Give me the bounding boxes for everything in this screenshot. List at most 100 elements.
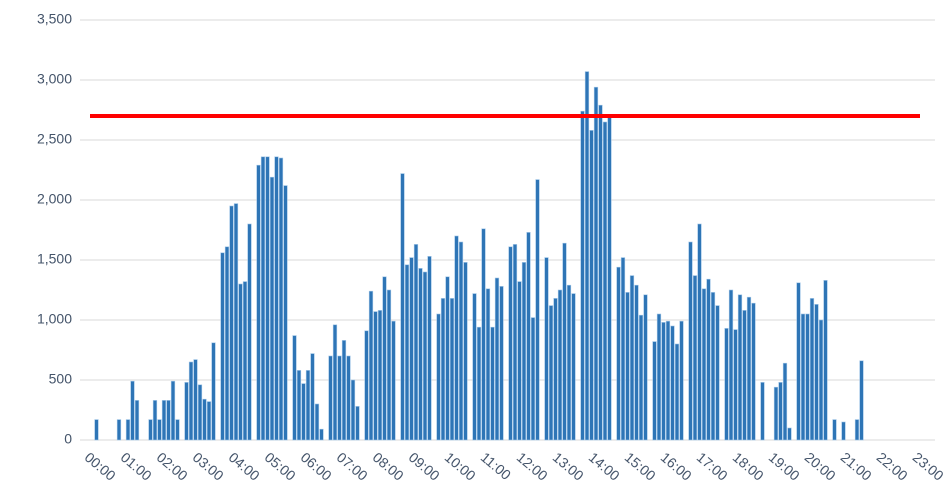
bar bbox=[242, 281, 248, 441]
bar bbox=[490, 326, 495, 441]
y-tick-label: 500 bbox=[49, 371, 73, 387]
bar bbox=[350, 379, 356, 441]
bar bbox=[706, 278, 711, 441]
x-tick-label: 19:00 bbox=[766, 449, 803, 484]
bar bbox=[436, 313, 441, 441]
bar bbox=[368, 290, 374, 441]
bar bbox=[562, 242, 567, 441]
bar bbox=[485, 288, 491, 441]
bar bbox=[670, 325, 675, 441]
x-tick-label: 00:00 bbox=[82, 449, 119, 484]
bar bbox=[422, 271, 428, 441]
bar bbox=[584, 71, 590, 441]
bar bbox=[274, 156, 279, 441]
bar bbox=[148, 419, 153, 441]
x-tick-label: 06:00 bbox=[298, 449, 335, 484]
bar bbox=[364, 330, 369, 441]
bar bbox=[638, 314, 644, 441]
y-tick-label: 3,000 bbox=[37, 71, 72, 87]
bar bbox=[260, 156, 266, 441]
bar bbox=[859, 360, 864, 441]
bar bbox=[652, 341, 657, 441]
bar bbox=[818, 319, 824, 441]
bar bbox=[314, 403, 320, 441]
x-tick-label: 14:00 bbox=[586, 449, 623, 484]
bar bbox=[449, 298, 455, 441]
bar bbox=[382, 276, 387, 441]
bar bbox=[458, 241, 464, 441]
bar bbox=[278, 157, 284, 441]
bar bbox=[598, 104, 603, 441]
bar bbox=[481, 228, 486, 441]
bar bbox=[692, 275, 698, 441]
bar bbox=[665, 320, 671, 441]
bar bbox=[517, 281, 522, 441]
bar bbox=[701, 288, 707, 441]
bar bbox=[773, 386, 779, 441]
x-tick-label: 18:00 bbox=[730, 449, 767, 484]
x-tick-label: 07:00 bbox=[334, 449, 371, 484]
bar bbox=[197, 384, 203, 441]
bar bbox=[400, 173, 405, 441]
bar bbox=[571, 293, 576, 441]
bar bbox=[202, 398, 207, 441]
x-tick-label: 05:00 bbox=[262, 449, 299, 484]
bar bbox=[454, 235, 459, 441]
bar bbox=[526, 232, 531, 441]
bar bbox=[530, 317, 536, 441]
bar bbox=[94, 419, 99, 441]
bar bbox=[301, 383, 306, 441]
bar bbox=[296, 370, 302, 441]
bar bbox=[814, 304, 819, 441]
x-tick-label: 17:00 bbox=[694, 449, 731, 484]
x-tick-label: 11:00 bbox=[478, 449, 514, 483]
bar bbox=[607, 115, 612, 441]
bar bbox=[580, 110, 585, 441]
bar bbox=[391, 320, 396, 441]
bar bbox=[557, 289, 563, 441]
bar bbox=[220, 252, 225, 441]
bar bbox=[746, 296, 752, 441]
bar bbox=[512, 244, 518, 441]
bar bbox=[341, 340, 347, 441]
bar bbox=[679, 320, 684, 441]
bar bbox=[733, 329, 738, 441]
bar bbox=[152, 400, 158, 441]
bar bbox=[472, 293, 477, 441]
bar bbox=[625, 292, 630, 441]
bar bbox=[661, 322, 666, 441]
x-tick-label: 02:00 bbox=[154, 449, 191, 484]
bar bbox=[206, 401, 212, 441]
bar bbox=[224, 246, 230, 441]
bar bbox=[233, 203, 239, 441]
bar bbox=[170, 380, 176, 441]
x-tick-label: 08:00 bbox=[370, 449, 407, 484]
bar bbox=[211, 342, 216, 441]
x-tick-label: 15:00 bbox=[622, 449, 659, 484]
bar bbox=[463, 262, 468, 441]
y-tick-label: 3,500 bbox=[37, 11, 72, 27]
bar bbox=[593, 86, 599, 441]
bar bbox=[319, 428, 324, 441]
bar bbox=[589, 130, 594, 441]
bar bbox=[373, 311, 378, 441]
bar bbox=[508, 246, 513, 441]
x-tick-label: 23:00 bbox=[910, 449, 947, 484]
bar bbox=[521, 262, 527, 441]
bar bbox=[355, 406, 360, 441]
bar bbox=[796, 282, 801, 441]
bar bbox=[445, 276, 450, 441]
bar bbox=[724, 328, 729, 441]
bar bbox=[634, 284, 639, 441]
bar bbox=[134, 400, 140, 441]
bar bbox=[809, 298, 815, 441]
bar bbox=[265, 156, 270, 441]
bar bbox=[404, 264, 410, 441]
bar bbox=[418, 268, 423, 441]
bar bbox=[805, 313, 810, 441]
bar bbox=[310, 353, 315, 441]
bar bbox=[440, 298, 446, 441]
bar bbox=[737, 294, 743, 441]
bar bbox=[553, 298, 558, 441]
